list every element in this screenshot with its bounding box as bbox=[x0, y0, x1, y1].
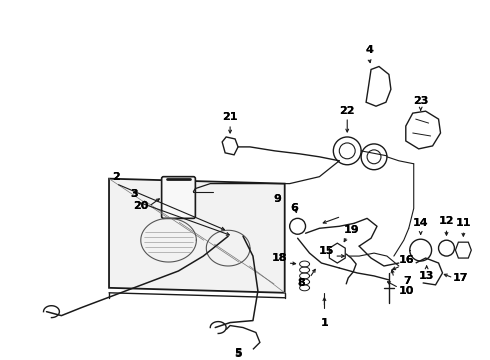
Text: 3: 3 bbox=[130, 189, 138, 199]
Text: 8: 8 bbox=[298, 278, 305, 288]
Text: 7: 7 bbox=[403, 276, 411, 286]
Text: 6: 6 bbox=[291, 203, 298, 213]
Text: 3: 3 bbox=[130, 189, 138, 199]
Text: 15: 15 bbox=[318, 246, 334, 256]
Text: 9: 9 bbox=[274, 194, 282, 203]
Text: 23: 23 bbox=[413, 96, 428, 106]
Text: 19: 19 bbox=[343, 225, 359, 235]
Text: 13: 13 bbox=[419, 271, 434, 281]
Text: 17: 17 bbox=[453, 273, 468, 283]
Text: 2: 2 bbox=[112, 172, 120, 182]
Text: 15: 15 bbox=[318, 246, 334, 256]
Text: 16: 16 bbox=[399, 255, 415, 265]
Text: 13: 13 bbox=[419, 271, 434, 281]
Text: 1: 1 bbox=[320, 318, 328, 328]
Text: 20: 20 bbox=[133, 202, 148, 211]
Text: 11: 11 bbox=[456, 218, 471, 228]
Text: 9: 9 bbox=[274, 194, 282, 203]
Text: 21: 21 bbox=[222, 112, 238, 122]
Text: 5: 5 bbox=[234, 348, 242, 358]
Text: 2: 2 bbox=[112, 172, 120, 182]
Text: 5: 5 bbox=[234, 349, 242, 359]
Text: 22: 22 bbox=[340, 106, 355, 116]
FancyBboxPatch shape bbox=[162, 177, 196, 219]
Polygon shape bbox=[109, 179, 285, 293]
Text: 10: 10 bbox=[399, 286, 415, 296]
Text: 21: 21 bbox=[222, 112, 238, 122]
Text: 22: 22 bbox=[340, 106, 355, 116]
Text: 11: 11 bbox=[456, 218, 471, 228]
Text: 8: 8 bbox=[298, 278, 305, 288]
Text: 20: 20 bbox=[133, 202, 148, 211]
Text: 18: 18 bbox=[272, 253, 288, 263]
Text: 10: 10 bbox=[399, 286, 415, 296]
Text: 16: 16 bbox=[399, 255, 415, 265]
Text: 14: 14 bbox=[413, 218, 428, 228]
Text: 12: 12 bbox=[439, 216, 454, 226]
Text: 4: 4 bbox=[365, 45, 373, 55]
Text: 14: 14 bbox=[413, 218, 428, 228]
Text: 18: 18 bbox=[272, 253, 288, 263]
Text: 7: 7 bbox=[403, 276, 411, 286]
Text: 17: 17 bbox=[453, 273, 468, 283]
Text: 12: 12 bbox=[439, 216, 454, 226]
Text: 19: 19 bbox=[343, 225, 359, 235]
Text: 1: 1 bbox=[320, 318, 328, 328]
Text: 6: 6 bbox=[291, 203, 298, 213]
Text: 23: 23 bbox=[413, 96, 428, 106]
Text: 4: 4 bbox=[365, 45, 373, 55]
